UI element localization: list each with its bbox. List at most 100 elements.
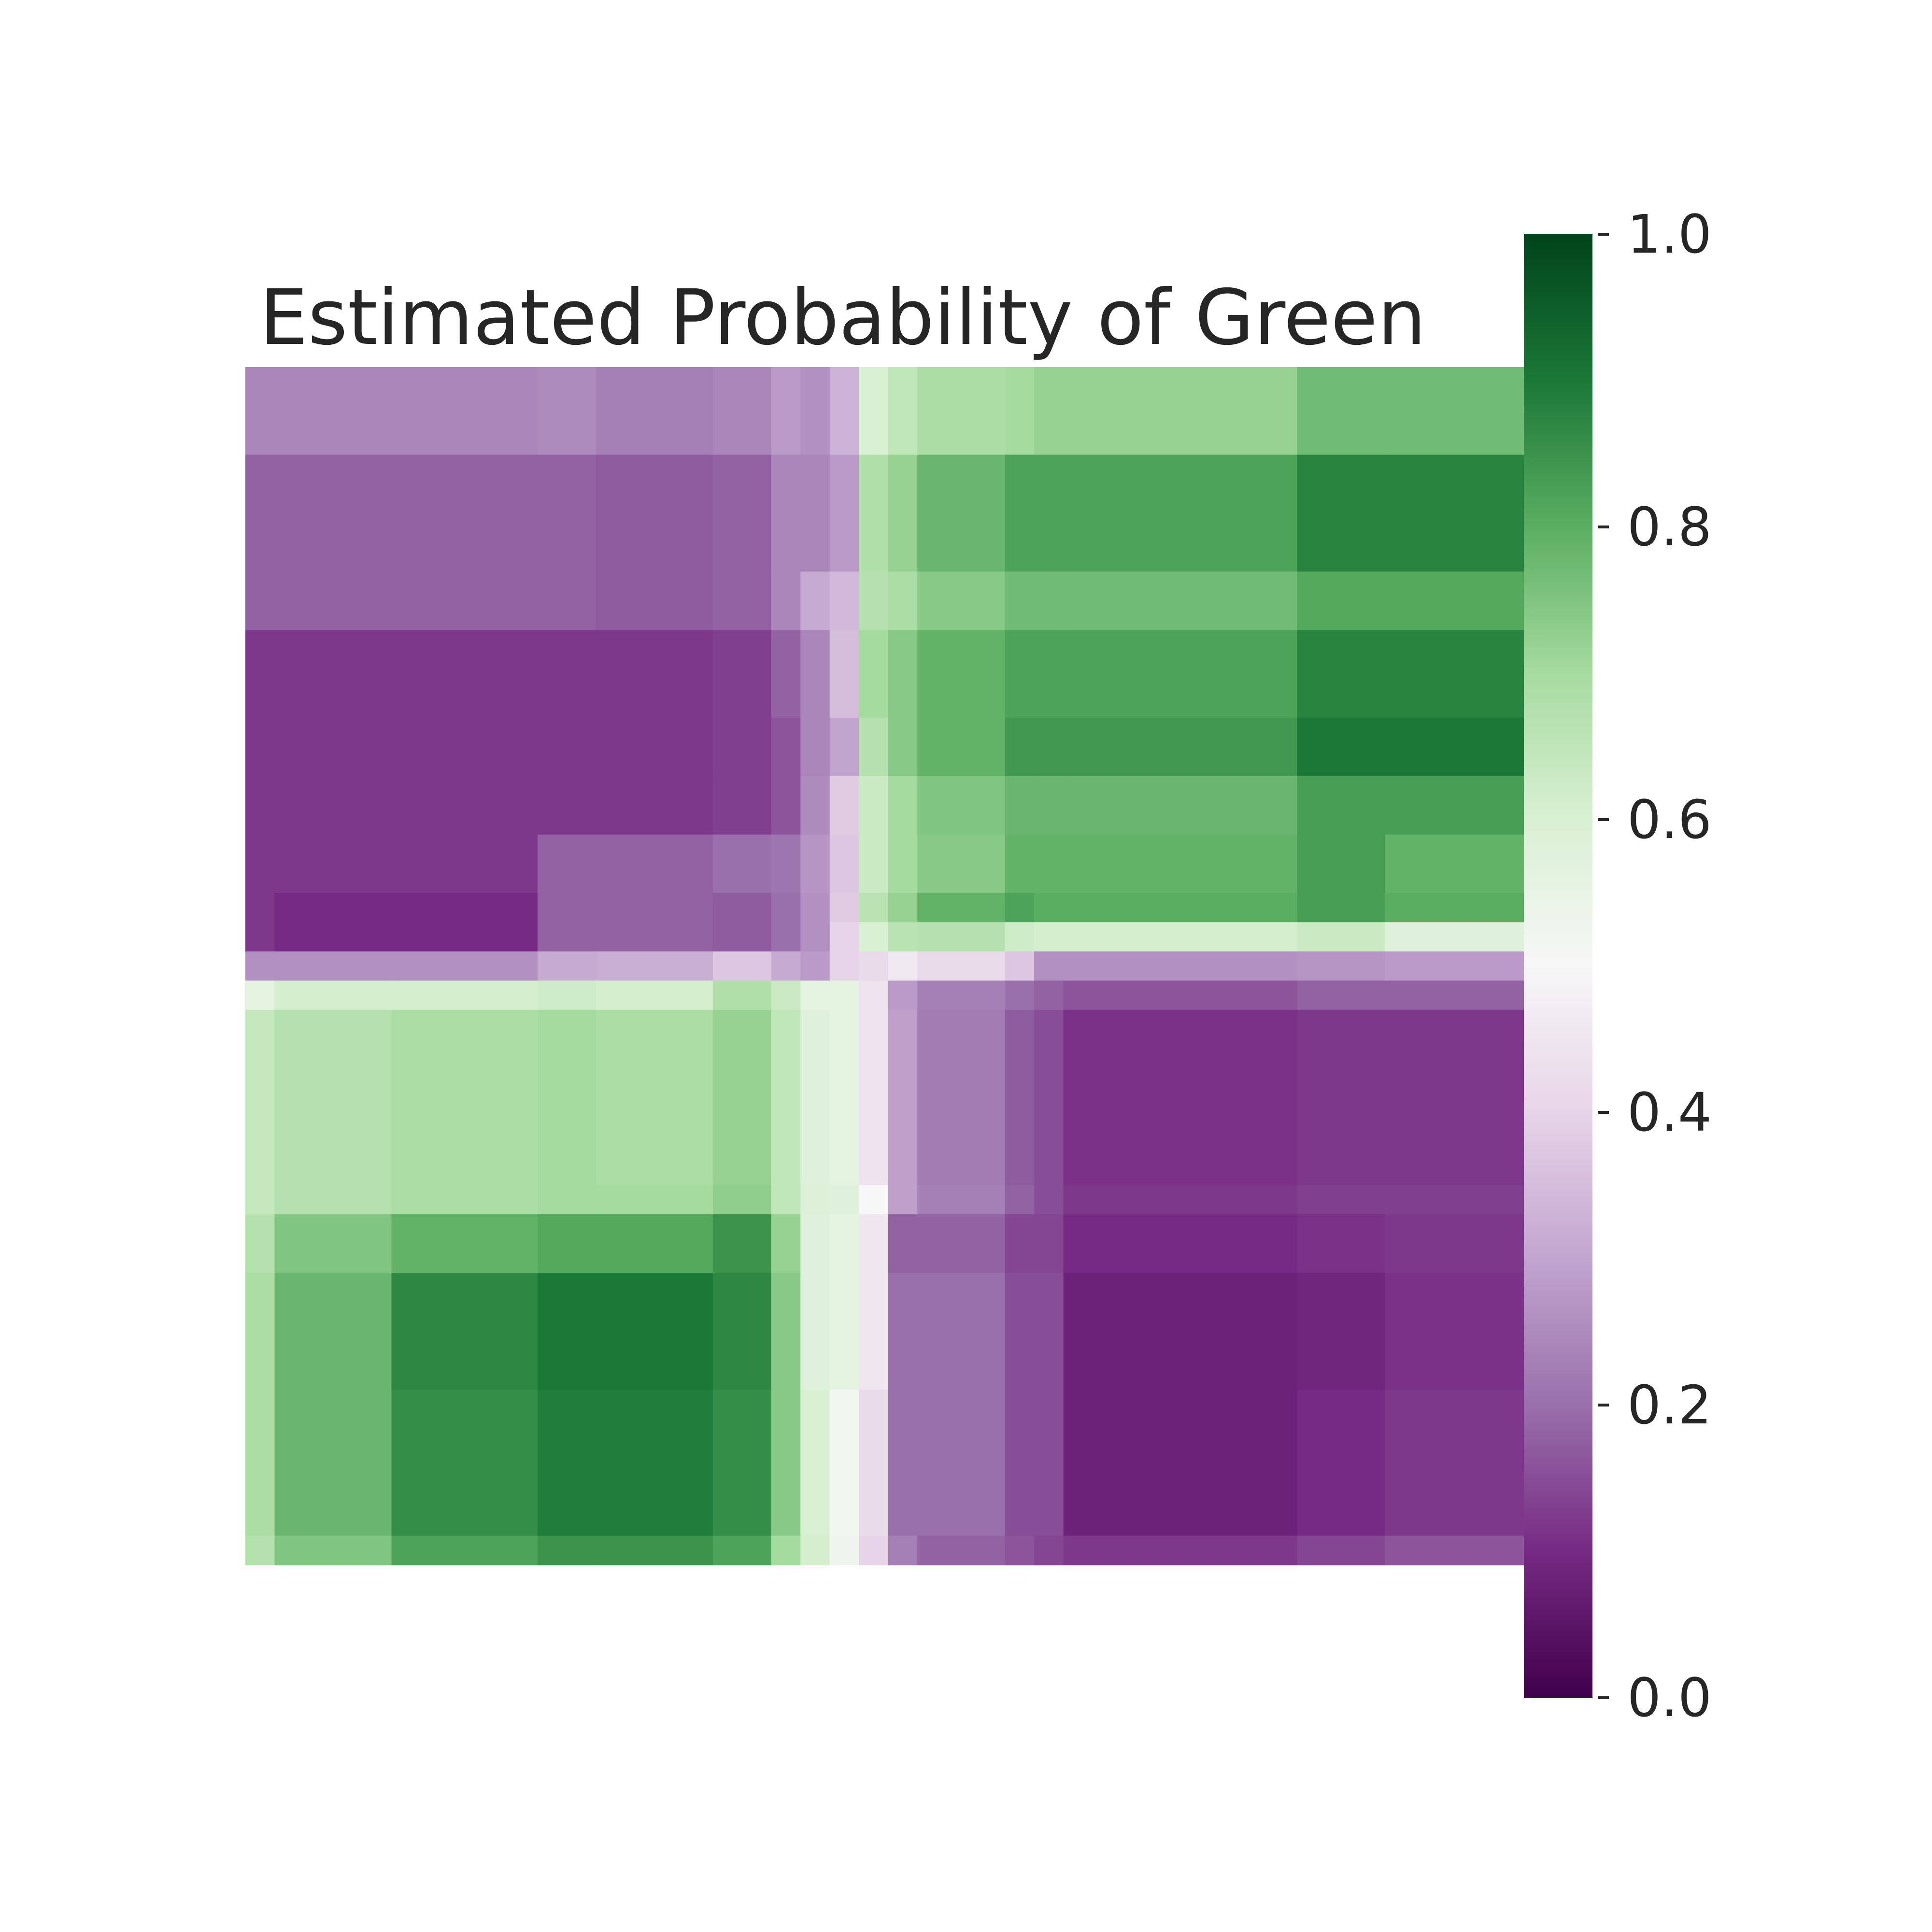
heatmap-cell	[771, 571, 801, 631]
heatmap-cell	[596, 1535, 713, 1565]
heatmap-cell	[537, 1009, 597, 1186]
heatmap-cell	[771, 1185, 801, 1215]
heatmap-cell	[800, 630, 830, 718]
heatmap-cell	[859, 1535, 889, 1565]
heatmap-cell	[596, 1185, 713, 1215]
heatmap-cell	[274, 776, 392, 835]
heatmap-cell	[1005, 1273, 1035, 1390]
heatmap-cell	[771, 455, 801, 572]
heatmap-cell	[859, 367, 889, 455]
heatmap-cell	[274, 1390, 392, 1536]
heatmap-cell	[917, 951, 1006, 981]
heatmap-cell	[888, 455, 918, 572]
colorbar-tick-label: 0.6	[1627, 789, 1712, 851]
heatmap-cell	[888, 893, 918, 923]
heatmap-cell	[1063, 1214, 1298, 1273]
heatmap-cell	[1005, 367, 1035, 455]
heatmap-cell	[596, 571, 713, 631]
heatmap-cell	[1063, 717, 1298, 777]
heatmap-cell	[800, 922, 830, 952]
heatmap-cell	[800, 834, 830, 894]
heatmap-cell	[800, 1214, 830, 1273]
heatmap-cell	[771, 1390, 801, 1536]
heatmap-cell	[1297, 1535, 1385, 1565]
heatmap-cell	[771, 367, 801, 455]
heatmap-cell	[1005, 951, 1035, 981]
heatmap-cell	[888, 1535, 918, 1565]
heatmap-cell	[829, 1535, 860, 1565]
heatmap-cell	[274, 571, 392, 631]
heatmap-cell	[917, 1535, 1006, 1565]
heatmap-cell	[1297, 1009, 1385, 1186]
heatmap-cell	[1063, 922, 1298, 952]
colorbar-tick-label: 0.2	[1627, 1374, 1712, 1436]
heatmap-cell	[391, 630, 538, 718]
heatmap-cell	[391, 1535, 538, 1565]
heatmap-cell	[829, 1214, 860, 1273]
heatmap-cell	[829, 1009, 860, 1186]
heatmap-cell	[859, 893, 889, 923]
heatmap-cell	[537, 367, 597, 455]
colorbar	[1524, 234, 1592, 1698]
heatmap-cell	[537, 1214, 597, 1273]
heatmap-cell	[245, 367, 275, 455]
heatmap-cell	[274, 1009, 392, 1186]
heatmap-cell	[829, 455, 860, 572]
heatmap-cell	[1297, 367, 1385, 455]
heatmap-cell	[917, 367, 1006, 455]
heatmap-cell	[712, 571, 772, 631]
heatmap-cell	[1005, 717, 1035, 777]
heatmap-cell	[917, 455, 1006, 572]
heatmap-cell	[1385, 893, 1532, 923]
heatmap-cell	[888, 1214, 918, 1273]
chart-title: Estimated Probability of Green	[260, 273, 1426, 362]
heatmap-cell	[1063, 630, 1298, 718]
heatmap-cell	[1005, 1214, 1035, 1273]
heatmap-cell	[1063, 1009, 1298, 1186]
heatmap-cell	[888, 717, 918, 777]
heatmap-cell	[1005, 1185, 1035, 1215]
heatmap-cell	[829, 1273, 860, 1390]
heatmap-cell	[1005, 834, 1035, 894]
heatmap-cell	[537, 717, 597, 777]
heatmap-cell	[596, 834, 713, 894]
heatmap-cell	[596, 1273, 713, 1390]
heatmap-cell	[712, 455, 772, 572]
heatmap-cell	[829, 980, 860, 1010]
heatmap-cell	[391, 980, 538, 1010]
heatmap-cell	[1063, 951, 1298, 981]
heatmap-cell	[1034, 980, 1064, 1010]
colorbar-tick-label: 1.0	[1627, 203, 1712, 265]
heatmap-cell	[274, 455, 392, 572]
heatmap-cell	[712, 1214, 772, 1273]
heatmap-cell	[888, 630, 918, 718]
heatmap-cell	[537, 1273, 597, 1390]
heatmap-cell	[245, 630, 275, 718]
heatmap-cell	[888, 922, 918, 952]
heatmap-cell	[859, 717, 889, 777]
heatmap-cell	[1297, 630, 1385, 718]
heatmap-cell	[829, 1185, 860, 1215]
heatmap-cell	[712, 980, 772, 1010]
heatmap-cell	[1385, 922, 1532, 952]
heatmap-cell	[859, 1273, 889, 1390]
heatmap-cell	[712, 951, 772, 981]
heatmap-cell	[274, 717, 392, 777]
heatmap-cell	[859, 630, 889, 718]
heatmap-cell	[888, 571, 918, 631]
heatmap-cell	[888, 1009, 918, 1186]
heatmap-cell	[917, 717, 1006, 777]
heatmap-cell	[829, 630, 860, 718]
heatmap-cell	[1063, 455, 1298, 572]
heatmap-cell	[537, 951, 597, 981]
heatmap-cell	[1034, 571, 1064, 631]
heatmap-cell	[245, 834, 275, 894]
heatmap-cell	[245, 893, 275, 923]
heatmap-cell	[274, 893, 392, 923]
heatmap-cell	[888, 834, 918, 894]
heatmap-cell	[1385, 1185, 1532, 1215]
heatmap-cell	[1385, 1273, 1532, 1390]
heatmap-cell	[1034, 455, 1064, 572]
heatmap-cell	[1297, 922, 1385, 952]
